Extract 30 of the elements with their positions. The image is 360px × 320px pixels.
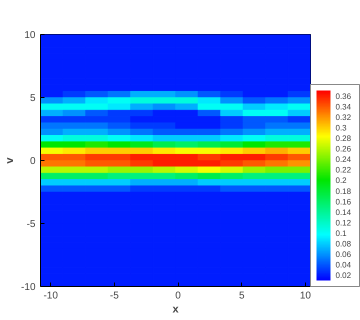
color-bar-label: 0.22 (336, 166, 352, 175)
color-bar-label: 0.06 (336, 250, 352, 260)
x-tick-label: -10 (43, 290, 58, 302)
color-bar-label: 0.16 (336, 197, 352, 206)
color-bar-label: 0.08 (336, 240, 352, 249)
color-bar-label: 0.1 (336, 229, 348, 238)
color-bar-label: 0.32 (336, 112, 352, 122)
x-axis-title: x (172, 304, 180, 316)
y-tick-label: 0 (30, 156, 36, 167)
color-bar-label: 0.2 (336, 176, 348, 186)
x-tick-label: 5 (238, 290, 245, 302)
color-bar-label: 0.3 (336, 123, 348, 132)
color-bar-label: 0.26 (336, 144, 352, 154)
x-tick-label: 0 (175, 290, 182, 302)
y-tick-label: 10 (24, 30, 36, 41)
color-bar-label: 0.12 (336, 218, 352, 228)
color-bar-label: 0.18 (336, 186, 352, 196)
color-bar-label: 0.04 (336, 260, 352, 270)
y-tick-label: -5 (26, 219, 36, 230)
color-bar-label: 0.34 (336, 102, 352, 112)
color-bar-label: 0.14 (336, 208, 352, 217)
color-bar-label: 0.24 (336, 155, 352, 164)
y-tick-label: -10 (21, 282, 36, 293)
color-bar-label: 0.28 (336, 134, 352, 143)
x-tick-label: 10 (300, 290, 312, 302)
y-tick-label: 5 (30, 93, 36, 104)
y-axis-title: v (4, 156, 16, 164)
color-bar-label: 0.36 (336, 92, 352, 101)
x-tick-label: -5 (110, 290, 120, 302)
color-bar-label: 0.02 (336, 271, 352, 280)
